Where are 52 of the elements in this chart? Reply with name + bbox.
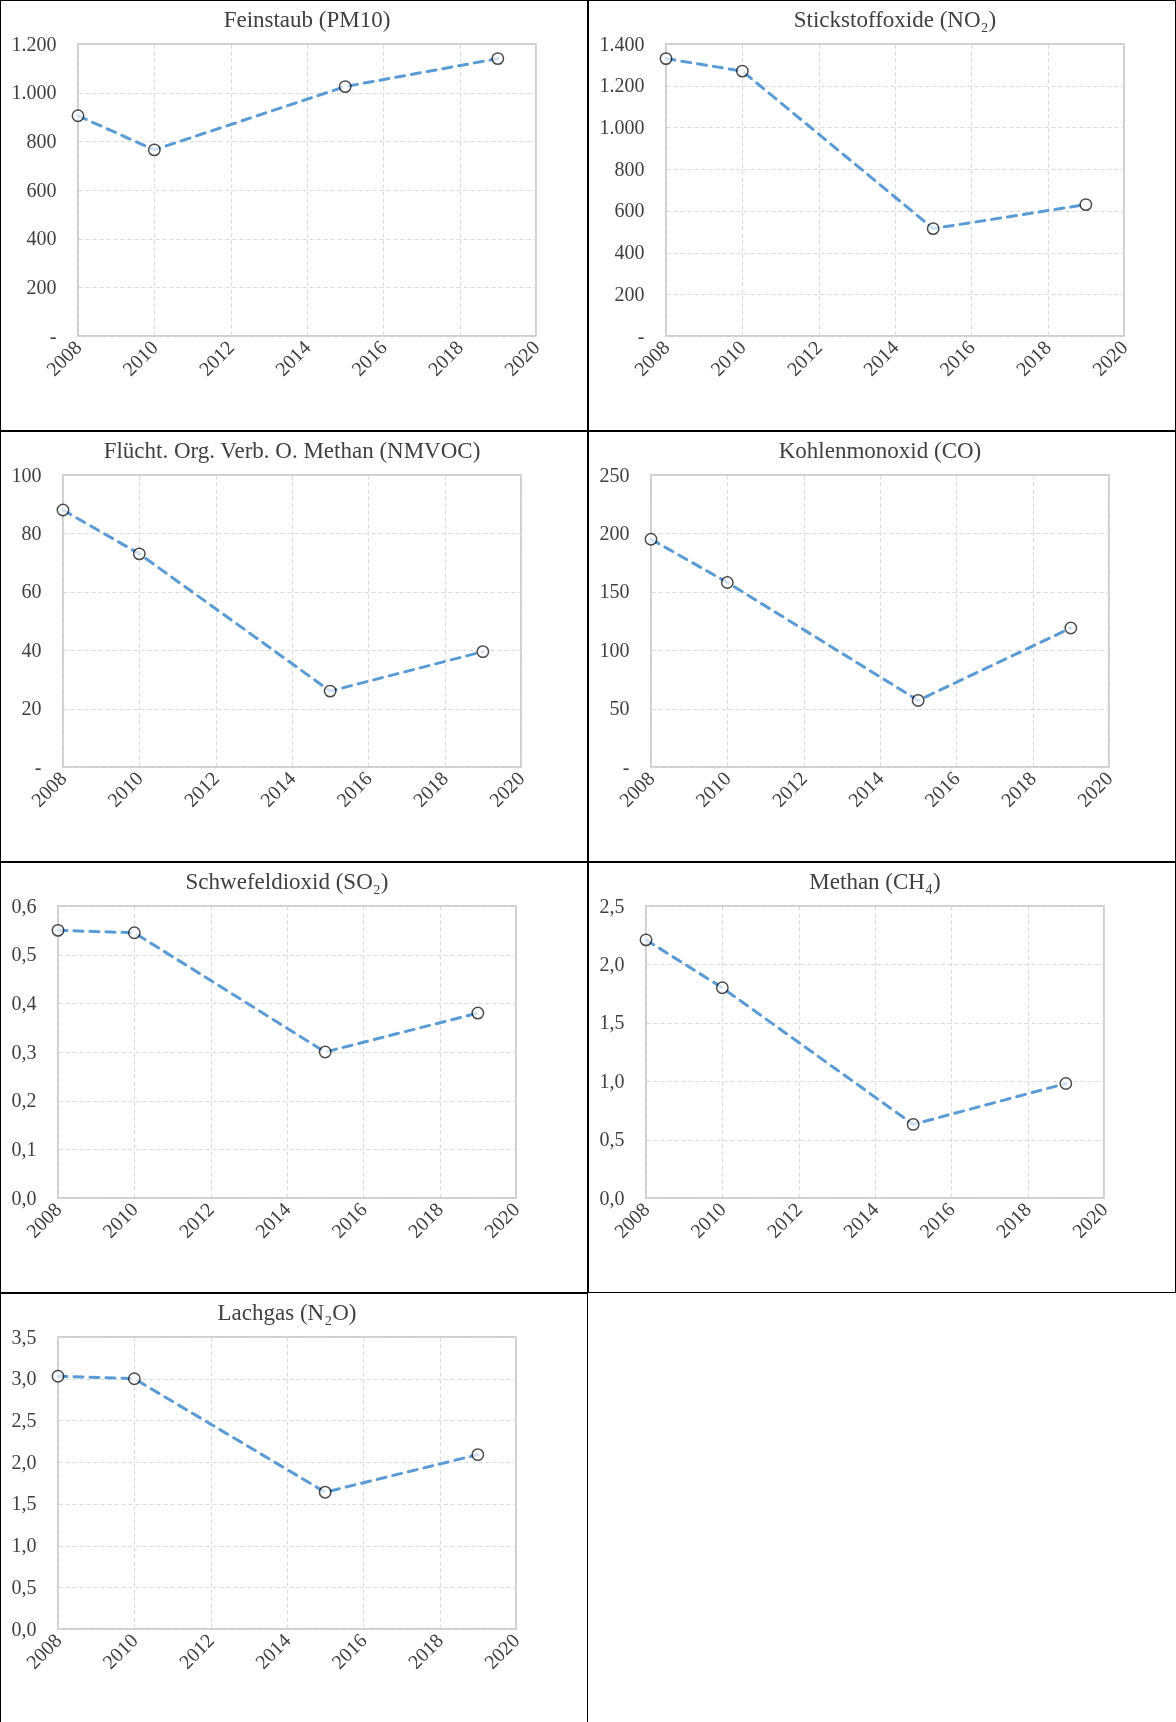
y-tick-label: 0,3	[11, 1040, 37, 1063]
y-tick-label: 50	[609, 697, 630, 720]
y-tick-label: 600	[614, 199, 645, 222]
chart-title: Lachgas (N₂O)	[217, 1300, 357, 1325]
y-tick-label: -	[622, 755, 630, 778]
y-tick-label: 200	[614, 282, 645, 305]
y-tick-label: 40	[21, 638, 42, 661]
y-tick-label: 2,5	[599, 894, 625, 917]
y-tick-label: 600	[26, 178, 57, 201]
y-tick-label: 2,0	[11, 1450, 37, 1473]
y-tick-label: -	[49, 324, 57, 347]
y-tick-label: 100	[599, 638, 630, 661]
y-tick-label: 0,6	[11, 894, 37, 917]
y-tick-label: 0,5	[11, 943, 37, 966]
chart-title: Kohlenmonoxid (CO)	[778, 438, 982, 463]
y-tick-label: 400	[614, 241, 645, 264]
y-tick-label: 80	[21, 521, 42, 544]
y-tick-label: 800	[26, 129, 57, 152]
y-tick-label: 3,5	[11, 1325, 37, 1348]
y-tick-label: 0,2	[11, 1089, 37, 1112]
chart-title: Feinstaub (PM10)	[223, 7, 391, 32]
y-tick-label: 0,1	[11, 1137, 37, 1160]
y-tick-label: 1,5	[599, 1011, 625, 1034]
y-tick-label: 150	[599, 580, 630, 603]
y-tick-label: 60	[21, 580, 42, 603]
y-tick-label: 1,0	[599, 1069, 625, 1092]
chart-title: Schwefeldioxid (SO₂)	[185, 869, 389, 894]
y-tick-label: 20	[21, 697, 42, 720]
y-tick-label: 100	[11, 463, 42, 486]
y-tick-label: -	[34, 755, 42, 778]
chart-title: Methan (CH₄)	[809, 869, 941, 894]
y-tick-label: 1,0	[11, 1534, 37, 1557]
y-tick-label: 200	[26, 275, 57, 298]
y-tick-label: 0,5	[599, 1128, 625, 1151]
y-tick-label: 1.200	[599, 74, 645, 97]
y-tick-label: 2,0	[599, 952, 625, 975]
y-tick-label: 1.400	[599, 32, 645, 55]
y-tick-label: 800	[614, 157, 645, 180]
y-tick-label: 1.000	[11, 81, 57, 104]
y-tick-label: 1.000	[599, 115, 645, 138]
chart-title: Flücht. Org. Verb. O. Methan (NMVOC)	[103, 438, 481, 463]
y-tick-label: 200	[599, 521, 630, 544]
chart-title: Stickstoffoxide (NO₂)	[793, 7, 997, 32]
y-tick-label: 3,0	[11, 1367, 37, 1390]
y-tick-label: 250	[599, 463, 630, 486]
y-tick-label: 0,5	[11, 1575, 37, 1598]
y-tick-label: -	[637, 324, 645, 347]
y-tick-label: 1,5	[11, 1492, 37, 1515]
y-tick-label: 400	[26, 227, 57, 250]
y-tick-label: 0,4	[11, 991, 37, 1014]
y-tick-label: 1.200	[11, 32, 57, 55]
y-tick-label: 2,5	[11, 1408, 37, 1431]
